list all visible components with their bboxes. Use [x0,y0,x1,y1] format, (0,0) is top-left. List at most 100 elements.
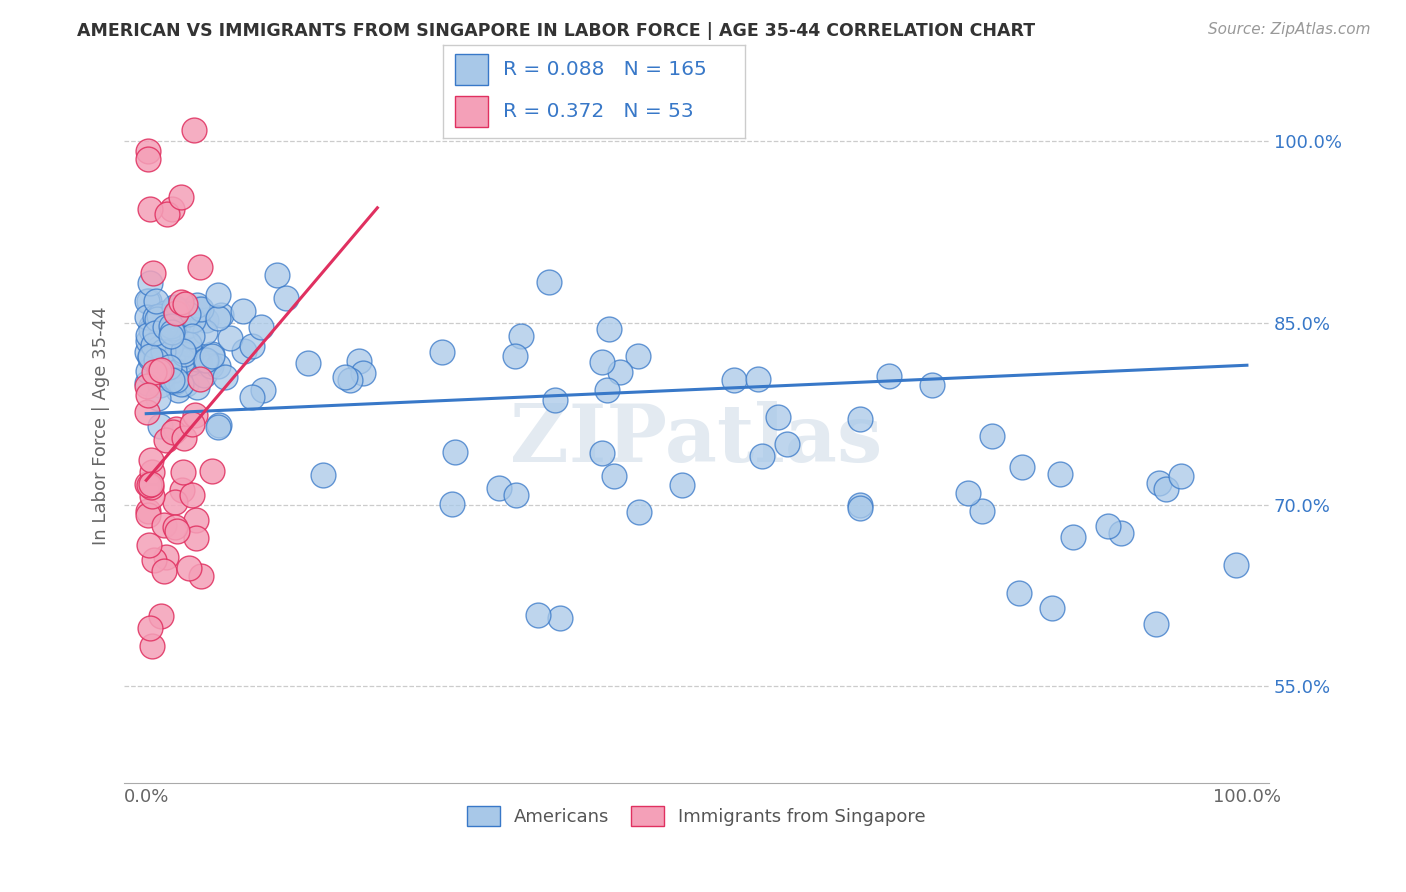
Point [349,353,371,368]
Point [145,347,167,361]
Point [214,369,236,384]
Point [207,359,229,374]
Point [141,323,163,337]
Point [172,343,194,358]
Point [139,277,162,291]
Point [172,465,194,479]
Point [152,343,174,358]
Point [503,350,526,364]
Point [156,359,179,373]
Point [155,549,177,564]
Point [163,344,186,359]
Point [162,373,184,387]
Point [176,319,198,334]
Point [170,294,193,309]
Point [723,373,745,387]
Point [170,377,193,392]
Point [163,355,186,369]
Point [200,356,222,370]
Point [162,202,184,217]
Point [849,500,872,515]
Text: R = 0.372   N = 53: R = 0.372 N = 53 [503,102,695,121]
Point [181,488,204,502]
Point [169,190,191,204]
Point [186,380,208,394]
Point [162,321,184,335]
Point [544,392,567,407]
Point [207,310,229,325]
Point [153,564,176,578]
Point [190,569,212,583]
Point [194,325,217,339]
Point [148,345,170,359]
Point [141,319,163,334]
Point [143,310,166,325]
Point [142,365,165,379]
Point [209,308,232,322]
Point [160,325,183,339]
Point [149,359,172,373]
Point [232,344,254,359]
Point [152,321,174,335]
Point [174,377,197,392]
Point [142,338,165,352]
Point [1144,616,1167,631]
Point [157,359,180,374]
Point [981,429,1004,443]
Point [136,294,159,309]
Point [537,275,560,289]
Point [150,346,173,360]
Point [201,347,224,361]
Point [972,504,994,518]
Point [166,303,188,318]
Point [160,318,183,333]
Point [186,352,208,367]
Point [139,477,162,491]
Point [136,310,159,325]
Point [166,345,188,359]
Bar [456,54,488,85]
Point [194,313,217,327]
Point [488,481,510,495]
Point [136,328,159,343]
Point [776,437,799,451]
Point [190,260,212,274]
Point [152,343,174,358]
Point [163,520,186,534]
Point [172,353,194,368]
Point [173,347,195,361]
Point [138,538,160,552]
Point [312,467,335,482]
Point [135,477,157,491]
Point [149,378,172,392]
Point [201,349,224,363]
Point [153,518,176,533]
Point [186,531,208,545]
Text: R = 0.088   N = 165: R = 0.088 N = 165 [503,60,707,78]
Point [138,504,160,518]
Text: AMERICAN VS IMMIGRANTS FROM SINGAPORE IN LABOR FORCE | AGE 35-44 CORRELATION CHA: AMERICAN VS IMMIGRANTS FROM SINGAPORE IN… [77,22,1035,40]
Bar [456,96,488,127]
Point [187,301,209,316]
Point [1040,600,1063,615]
Point [141,489,163,503]
Point [441,497,464,511]
Point [591,355,613,369]
Point [274,291,297,305]
Point [177,307,200,321]
Point [149,331,172,345]
Point [146,312,169,326]
Point [138,293,160,308]
Point [172,304,194,318]
Point [145,294,167,309]
Point [141,465,163,479]
Point [527,608,550,623]
Point [1049,467,1071,482]
Point [849,498,872,512]
Point [591,446,613,460]
Point [181,313,204,327]
Point [207,419,229,434]
Point [157,318,180,332]
Point [747,372,769,386]
Point [240,390,263,404]
